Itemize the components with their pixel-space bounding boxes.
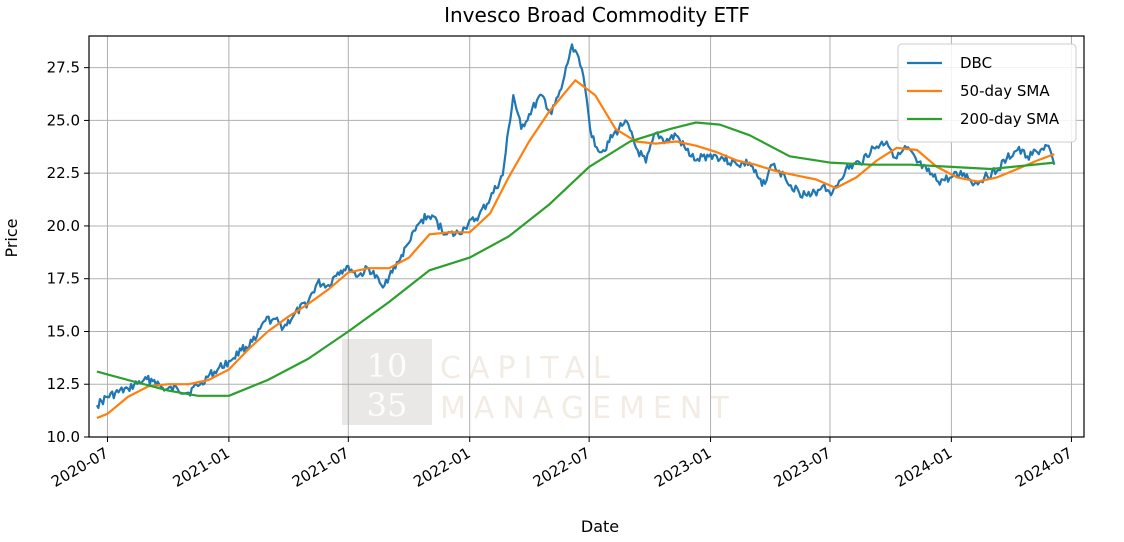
watermark-word-top: CAPITAL bbox=[440, 351, 618, 386]
x-tick-label: 2022-01 bbox=[410, 444, 473, 491]
watermark-box bbox=[342, 339, 432, 425]
legend-box bbox=[897, 43, 1077, 143]
y-tick-label: 20.0 bbox=[47, 217, 80, 235]
x-tick-label: 2024-01 bbox=[892, 444, 955, 491]
legend-label: DBC bbox=[960, 54, 992, 72]
y-tick-label: 25.0 bbox=[47, 111, 80, 129]
legend: DBC 50-day SMA 200-day SMA bbox=[897, 43, 1077, 143]
series-line-dbc bbox=[95, 43, 1056, 409]
y-tick-label: 22.5 bbox=[47, 164, 80, 182]
y-tick-label: 12.5 bbox=[47, 375, 80, 393]
series-line-200-day-sma bbox=[96, 121, 1055, 397]
legend-label: 200-day SMA bbox=[960, 110, 1060, 128]
series-lines bbox=[95, 43, 1056, 420]
watermark-logo: 10 35 CAPITAL MANAGEMENT bbox=[342, 339, 737, 426]
x-tick-label: 2021-01 bbox=[170, 444, 233, 491]
y-tick-label: 17.5 bbox=[47, 270, 80, 288]
watermark-number-top: 10 bbox=[367, 347, 408, 385]
y-tick-label: 27.5 bbox=[47, 59, 80, 77]
chart-title: Invesco Broad Commodity ETF bbox=[444, 3, 750, 27]
y-tick-label: 10.0 bbox=[47, 428, 80, 446]
watermark-word-bottom: MANAGEMENT bbox=[440, 391, 737, 426]
legend-label: 50-day SMA bbox=[960, 82, 1050, 100]
x-tick-label: 2022-07 bbox=[530, 444, 593, 491]
series-line-50-day-sma bbox=[96, 79, 1055, 420]
x-tick-label: 2020-07 bbox=[48, 444, 111, 491]
x-axis-label: Date bbox=[581, 517, 619, 536]
plot-frame bbox=[88, 35, 1085, 438]
y-tick-label: 15.0 bbox=[47, 322, 80, 340]
x-tick-label: 2023-07 bbox=[771, 444, 834, 491]
x-tick-label: 2024-07 bbox=[1012, 444, 1075, 491]
x-tick-label: 2021-07 bbox=[289, 444, 352, 491]
x-tick-label: 2023-01 bbox=[651, 444, 714, 491]
y-axis-label: Price bbox=[2, 218, 21, 257]
watermark-number-bottom: 35 bbox=[367, 386, 408, 424]
